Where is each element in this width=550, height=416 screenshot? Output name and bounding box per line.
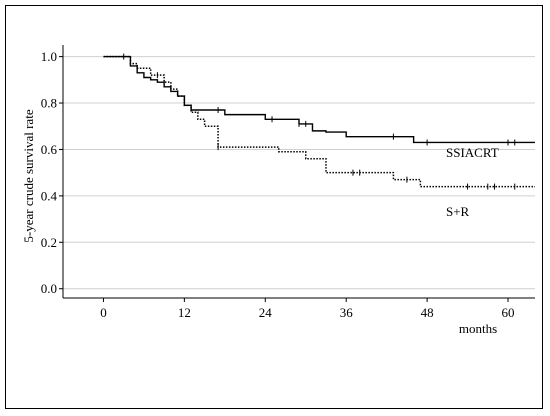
ticks-layer: 0.0 0.2 0.4 0.6 0.8 1.0 0 12 24 36 48 60	[41, 49, 515, 320]
series-line-0	[103, 55, 535, 144]
x-tick-label-3: 36	[340, 305, 354, 320]
y-tick-label-5: 1.0	[41, 49, 57, 64]
y-tick-label-0: 0.0	[41, 281, 57, 296]
y-tick-label-4: 0.8	[41, 96, 57, 111]
grid-layer	[63, 56, 535, 290]
x-tick-label-1: 12	[178, 305, 191, 320]
figure-frame	[5, 5, 543, 409]
x-axis-label: months	[459, 321, 497, 336]
y-tick-label-3: 0.6	[41, 142, 58, 157]
series-layer	[103, 53, 535, 190]
x-tick-label-5: 60	[502, 305, 515, 320]
y-axis-label: 5-year crude survival rate	[21, 109, 36, 242]
x-tick-label-0: 0	[100, 305, 107, 320]
x-tick-label-2: 24	[259, 305, 273, 320]
series-label-s-plus-r: S+R	[446, 204, 470, 219]
y-tick-label-1: 0.2	[41, 235, 57, 250]
x-tick-label-4: 48	[421, 305, 434, 320]
axes-layer	[62, 45, 535, 299]
series-label-ssiacrt: SSIACRT	[446, 145, 499, 160]
y-tick-label-2: 0.4	[41, 188, 58, 203]
series-line-1	[103, 55, 535, 188]
